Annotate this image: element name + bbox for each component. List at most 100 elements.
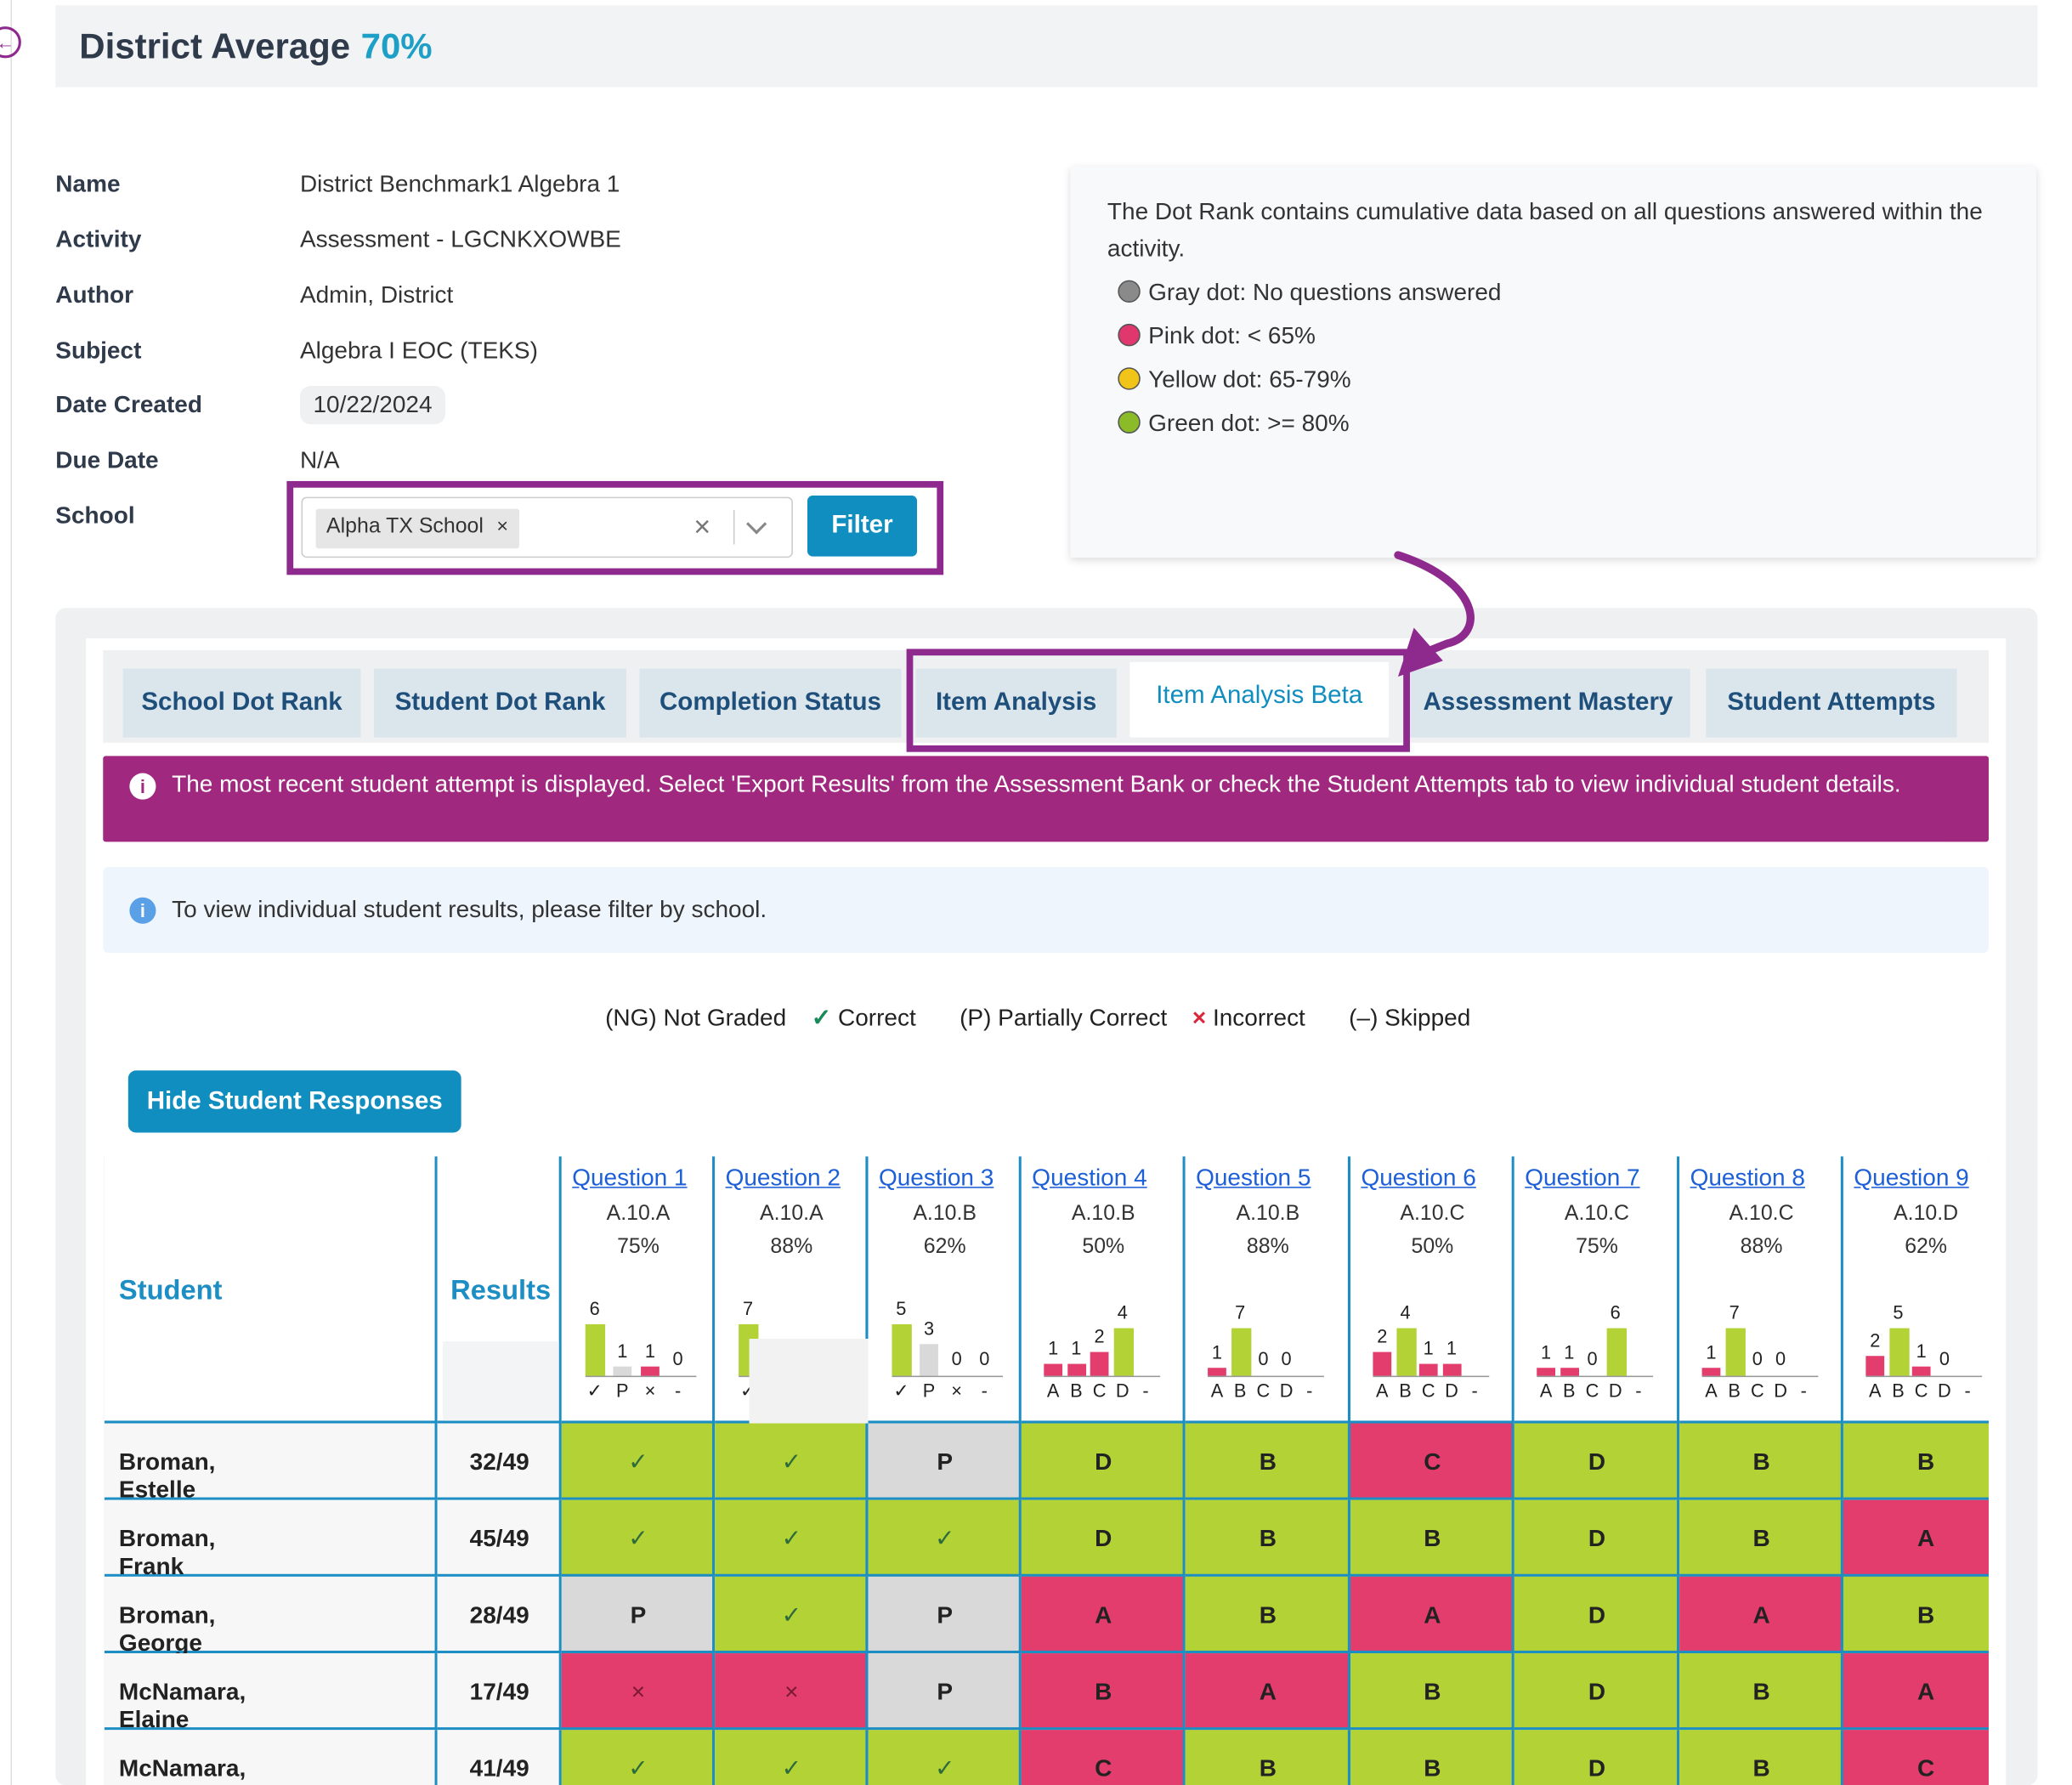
response-cell[interactable]: [868, 1499, 1022, 1577]
response-cell[interactable]: [1021, 1730, 1186, 1785]
question-2-link[interactable]: Question 2: [725, 1164, 841, 1191]
chart-bar: [1112, 1328, 1134, 1376]
response-cell[interactable]: [868, 1576, 1022, 1654]
chart-axis-label: D: [1938, 1380, 1951, 1402]
response-cell[interactable]: [1514, 1576, 1680, 1654]
tab-item-analysis[interactable]: Item Analysis: [915, 668, 1117, 738]
response-cell[interactable]: [1350, 1730, 1514, 1785]
response-cell[interactable]: [868, 1730, 1022, 1785]
response-cell[interactable]: [1350, 1423, 1514, 1500]
response-cell[interactable]: [1679, 1423, 1843, 1500]
response-answer: A: [1424, 1601, 1441, 1629]
check-icon: ✓: [628, 1448, 648, 1476]
question-percent: 75%: [617, 1235, 660, 1259]
response-cell[interactable]: [715, 1576, 869, 1654]
chart-axis-label: -: [1800, 1380, 1807, 1402]
response-cell[interactable]: [1185, 1730, 1351, 1785]
results-cell: [437, 1423, 562, 1500]
filter-hint-banner: i To view individual student results, pl…: [103, 866, 1989, 954]
response-cell[interactable]: [1021, 1653, 1186, 1731]
question-3-link[interactable]: Question 3: [878, 1164, 994, 1191]
question-standard: A.10.A: [759, 1202, 824, 1226]
question-9-link[interactable]: Question 9: [1854, 1164, 1969, 1191]
tab-school-dot-rank[interactable]: School Dot Rank: [122, 668, 361, 738]
response-cell[interactable]: [1843, 1423, 1989, 1500]
response-cell[interactable]: [1350, 1576, 1514, 1654]
legend-text: Pink dot: < 65%: [1148, 321, 1316, 348]
response-cell[interactable]: [561, 1730, 716, 1785]
student-name: McNamara, Elaine: [118, 1678, 246, 1733]
response-cell[interactable]: [1514, 1653, 1680, 1731]
question-4-link[interactable]: Question 4: [1032, 1164, 1147, 1191]
response-cell[interactable]: [1679, 1499, 1843, 1577]
school-filter-highlight: Alpha TX School × × Filter: [286, 480, 944, 575]
legend-item-gray: Gray dot: No questions answered: [1118, 272, 1999, 310]
response-cell[interactable]: [1021, 1576, 1186, 1654]
response-cell[interactable]: [715, 1499, 869, 1577]
response-cell[interactable]: [1185, 1576, 1351, 1654]
response-cell[interactable]: [1679, 1576, 1843, 1654]
response-cell[interactable]: [1514, 1499, 1680, 1577]
tab-completion-status[interactable]: Completion Status: [639, 668, 902, 738]
tab-student-dot-rank[interactable]: Student Dot Rank: [374, 668, 626, 738]
response-cell[interactable]: [1679, 1730, 1843, 1785]
filter-button[interactable]: Filter: [807, 496, 918, 557]
response-cell[interactable]: [1185, 1499, 1351, 1577]
tab-item-analysis-beta[interactable]: Item Analysis Beta: [1129, 661, 1390, 738]
response-cell[interactable]: [561, 1499, 716, 1577]
response-answer: P: [937, 1678, 954, 1705]
response-cell[interactable]: [561, 1653, 716, 1731]
page-header: District Average 70%: [55, 5, 2038, 88]
response-cell[interactable]: [1679, 1653, 1843, 1731]
tab-assessment-mastery[interactable]: Assessment Mastery: [1406, 668, 1690, 738]
chart-bar: [1605, 1328, 1627, 1376]
question-7-link[interactable]: Question 7: [1525, 1164, 1640, 1191]
response-cell[interactable]: [1843, 1499, 1989, 1577]
response-cell[interactable]: [715, 1423, 869, 1500]
question-percent: 88%: [1246, 1235, 1289, 1259]
response-cell[interactable]: [561, 1423, 716, 1500]
chart-bar-label: 0: [1258, 1347, 1269, 1369]
question-5-link[interactable]: Question 5: [1196, 1164, 1311, 1191]
response-cell[interactable]: [1185, 1653, 1351, 1731]
table-row: [104, 1730, 438, 1785]
check-icon: ✓: [628, 1525, 648, 1552]
question-header-cell: [1350, 1156, 1514, 1424]
chip-remove-icon[interactable]: ×: [496, 515, 509, 538]
student-name: McNamara, Frank: [118, 1754, 246, 1785]
chart-axis-label: B: [1399, 1380, 1412, 1402]
hide-student-responses-button[interactable]: Hide Student Responses: [127, 1070, 461, 1133]
student-name: Broman, Estelle: [118, 1448, 216, 1503]
question-8-link[interactable]: Question 8: [1690, 1164, 1805, 1191]
chart-baseline: [1373, 1375, 1489, 1378]
school-select[interactable]: Alpha TX School × ×: [301, 496, 793, 558]
response-cell[interactable]: [1843, 1653, 1989, 1731]
response-cell[interactable]: [1021, 1499, 1186, 1577]
response-cell[interactable]: [868, 1423, 1022, 1500]
question-1-link[interactable]: Question 1: [572, 1164, 688, 1191]
clear-icon[interactable]: ×: [693, 510, 711, 544]
key-incorrect: × Incorrect: [1192, 1005, 1324, 1031]
question-standard: A.10.B: [913, 1202, 977, 1226]
response-cell[interactable]: [715, 1730, 869, 1785]
response-cell[interactable]: [1185, 1423, 1351, 1500]
response-cell[interactable]: [1514, 1423, 1680, 1500]
name-label: Name: [55, 170, 121, 197]
chart-bar: [1067, 1363, 1086, 1376]
response-cell[interactable]: [1021, 1423, 1186, 1500]
response-cell[interactable]: [1843, 1730, 1989, 1785]
response-cell[interactable]: [1350, 1499, 1514, 1577]
tab-student-attempts[interactable]: Student Attempts: [1706, 668, 1957, 738]
back-arrow-icon[interactable]: ←: [0, 26, 21, 59]
response-cell[interactable]: [715, 1653, 869, 1731]
response-cell[interactable]: [1514, 1730, 1680, 1785]
question-standard: A.10.C: [1400, 1202, 1465, 1226]
response-cell[interactable]: [561, 1576, 716, 1654]
chevron-down-icon[interactable]: [746, 513, 767, 535]
response-cell[interactable]: [868, 1653, 1022, 1731]
response-cell[interactable]: [1350, 1653, 1514, 1731]
response-answer: C: [1424, 1448, 1441, 1476]
response-cell[interactable]: [1843, 1576, 1989, 1654]
district-average-value: 70%: [360, 26, 433, 66]
question-6-link[interactable]: Question 6: [1361, 1164, 1476, 1191]
